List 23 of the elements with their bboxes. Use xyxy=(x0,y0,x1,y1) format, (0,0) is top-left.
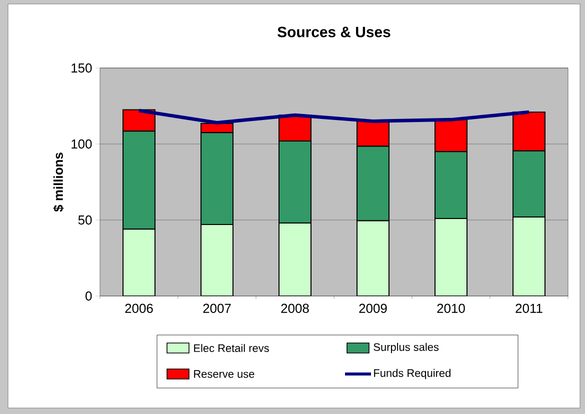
x-tick-label: 2006 xyxy=(125,304,153,313)
x-tick-label: 2008 xyxy=(281,304,309,313)
bar xyxy=(434,218,468,296)
x-tick-label: 2011 xyxy=(516,304,542,313)
y-tick-label: 50 xyxy=(78,215,92,225)
legend-label: Elec Retail revs xyxy=(194,344,269,352)
bar xyxy=(122,228,156,296)
y-tick-label: 150 xyxy=(72,63,92,73)
bar xyxy=(200,224,234,296)
y-axis-title: $ millions xyxy=(53,152,64,212)
bar xyxy=(356,220,390,296)
bar xyxy=(278,222,312,296)
y-tick-label: 100 xyxy=(72,139,92,149)
legend-label: Reserve use xyxy=(194,370,254,378)
line-series xyxy=(137,108,531,124)
legend-label: Funds Required xyxy=(374,368,450,380)
chart-title: Sources & Uses xyxy=(278,26,390,38)
y-tick-label: 0 xyxy=(86,291,92,301)
x-tick-label: 2010 xyxy=(437,304,465,313)
x-tick-label: 2007 xyxy=(203,304,231,313)
bar xyxy=(512,216,546,296)
x-tick-label: 2009 xyxy=(359,304,387,313)
legend-label: Surplus sales xyxy=(374,342,439,354)
